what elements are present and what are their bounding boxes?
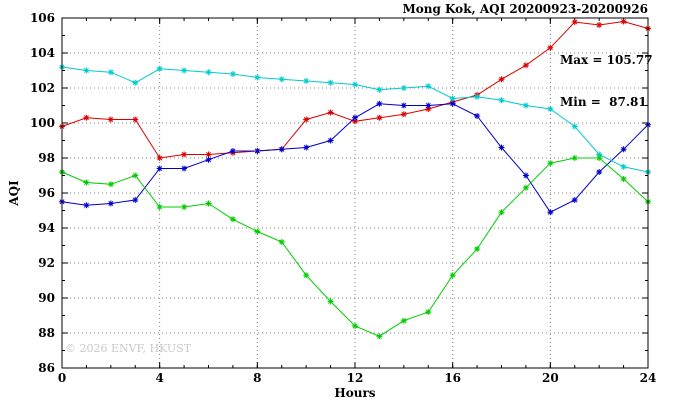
svg-text:94: 94 <box>38 221 55 235</box>
min-value-label: Min = 87.81 <box>560 95 647 109</box>
y-axis-label: AQI <box>7 180 21 206</box>
svg-text:92: 92 <box>38 256 55 270</box>
svg-text:96: 96 <box>38 186 55 200</box>
svg-text:24: 24 <box>640 371 657 385</box>
svg-text:98: 98 <box>38 151 55 165</box>
svg-text:86: 86 <box>38 361 55 375</box>
svg-text:12: 12 <box>347 371 364 385</box>
svg-text:0: 0 <box>58 371 66 385</box>
svg-text:100: 100 <box>30 116 55 130</box>
max-min-annotation: Max = 105.77 Min = 87.81 <box>560 25 653 137</box>
max-value-label: Max = 105.77 <box>560 53 653 67</box>
svg-text:4: 4 <box>155 371 163 385</box>
svg-text:20: 20 <box>542 371 559 385</box>
svg-text:16: 16 <box>444 371 461 385</box>
svg-text:88: 88 <box>38 326 55 340</box>
svg-text:8: 8 <box>253 371 261 385</box>
x-axis-label: Hours <box>334 386 376 400</box>
svg-text:106: 106 <box>30 11 55 25</box>
svg-text:90: 90 <box>38 291 55 305</box>
svg-text:102: 102 <box>30 81 55 95</box>
watermark: © 2026 ENVF, HKUST <box>65 342 192 355</box>
svg-text:104: 104 <box>30 46 55 60</box>
chart-title: Mong Kok, AQI 20200923-20200926 <box>402 2 648 16</box>
